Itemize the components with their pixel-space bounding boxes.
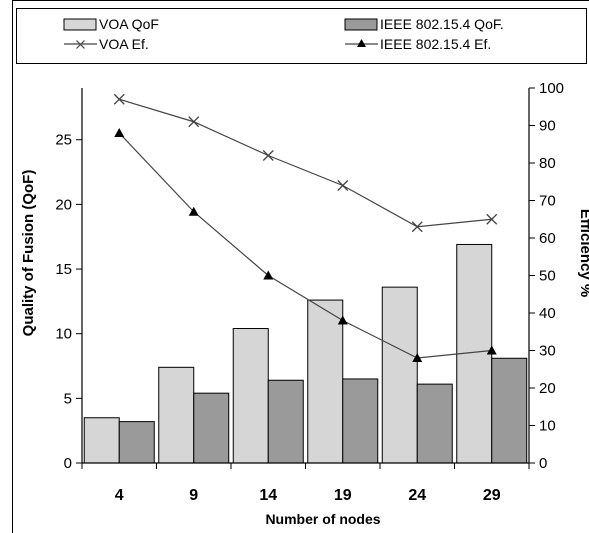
x-tick-label: 19	[334, 487, 352, 504]
bar-voa-qof-19	[307, 299, 344, 464]
x-tick-label: 29	[483, 487, 501, 504]
y-axis-label: Quality of Fusion (QoF)	[20, 170, 37, 337]
point-ieee-ef-29	[486, 345, 497, 355]
legend-marker-ieee-ef	[357, 39, 366, 47]
bar-voa-qof-24	[381, 286, 418, 464]
line-ieee-ef	[118, 132, 492, 359]
bar-voa-qof-9	[158, 366, 195, 464]
line-voa-ef	[119, 98, 492, 228]
y2-tick-label: 70	[539, 193, 556, 210]
x-tick-label: 14	[259, 487, 277, 504]
y2-tick-label: 50	[539, 268, 556, 285]
point-ieee-ef-19	[337, 315, 348, 325]
point-ieee-ef-4	[114, 128, 125, 137]
y-tick-label: 25	[55, 132, 72, 149]
y2-tick-label: 100	[539, 80, 564, 97]
y2-axis-label: Efficiency %	[577, 209, 589, 297]
y-tick-label: 20	[55, 196, 72, 213]
legend-label-ieee-qof: IEEE 802.15.4 QoF.	[380, 16, 504, 32]
y-tick-label: 10	[55, 326, 72, 343]
y-tick-label: 5	[64, 390, 72, 407]
x-tick-label: 4	[115, 487, 124, 504]
bar-ieee-qof-24	[416, 383, 453, 464]
y2-tick-label: 30	[539, 343, 556, 360]
legend-swatch-ieee-qof	[344, 18, 378, 31]
y2-tick-label: 90	[539, 118, 556, 135]
bar-ieee-qof-9	[193, 392, 230, 464]
bar-voa-qof-14	[232, 328, 269, 464]
y2-tick-label: 80	[539, 155, 556, 172]
legend-label-voa-ef: VOA Ef.	[99, 36, 149, 52]
point-voa-ef-19	[337, 180, 349, 191]
legend-marker-voa-ef	[76, 40, 85, 49]
point-voa-ef-29	[486, 213, 498, 225]
legend-label-ieee-ef: IEEE 802.15.4 Ef.	[380, 36, 491, 52]
point-voa-ef-4	[113, 93, 125, 105]
bar-voa-qof-4	[83, 417, 120, 464]
point-voa-ef-9	[188, 116, 200, 128]
legend-label-voa-qof: VOA QoF	[99, 16, 159, 32]
x-tick-label: 9	[189, 487, 198, 504]
point-voa-ef-14	[262, 150, 274, 161]
y2-tick-label: 20	[539, 380, 556, 397]
legend: VOA QoF IEEE 802.15.4 QoF. VOA Ef. IEEE …	[16, 8, 587, 64]
point-ieee-ef-9	[188, 206, 199, 216]
bar-ieee-qof-29	[491, 357, 528, 464]
y2-tick-label: 0	[539, 455, 547, 472]
legend-box	[16, 8, 587, 64]
plot-area: 0 5 10 15 20 25 0 10 20 30 40 50 60 70 80 90 100 4 9 14 19 24…	[55, 80, 564, 504]
y2-tick-label: 10	[539, 418, 556, 435]
y-tick-label: 0	[64, 455, 72, 472]
x-tick-label: 24	[408, 487, 426, 504]
x-axis-label: Number of nodes	[265, 511, 380, 527]
bar-ieee-qof-4	[118, 421, 155, 464]
legend-swatch-voa-qof	[63, 18, 97, 31]
y-tick-label: 15	[55, 261, 72, 278]
bar-ieee-qof-19	[342, 378, 379, 464]
point-ieee-ef-14	[263, 270, 274, 280]
point-ieee-ef-24	[412, 353, 423, 362]
y2-tick-label: 40	[539, 305, 556, 322]
bar-ieee-qof-14	[267, 379, 304, 464]
point-voa-ef-24	[411, 221, 423, 233]
y2-tick-label: 60	[539, 230, 556, 247]
